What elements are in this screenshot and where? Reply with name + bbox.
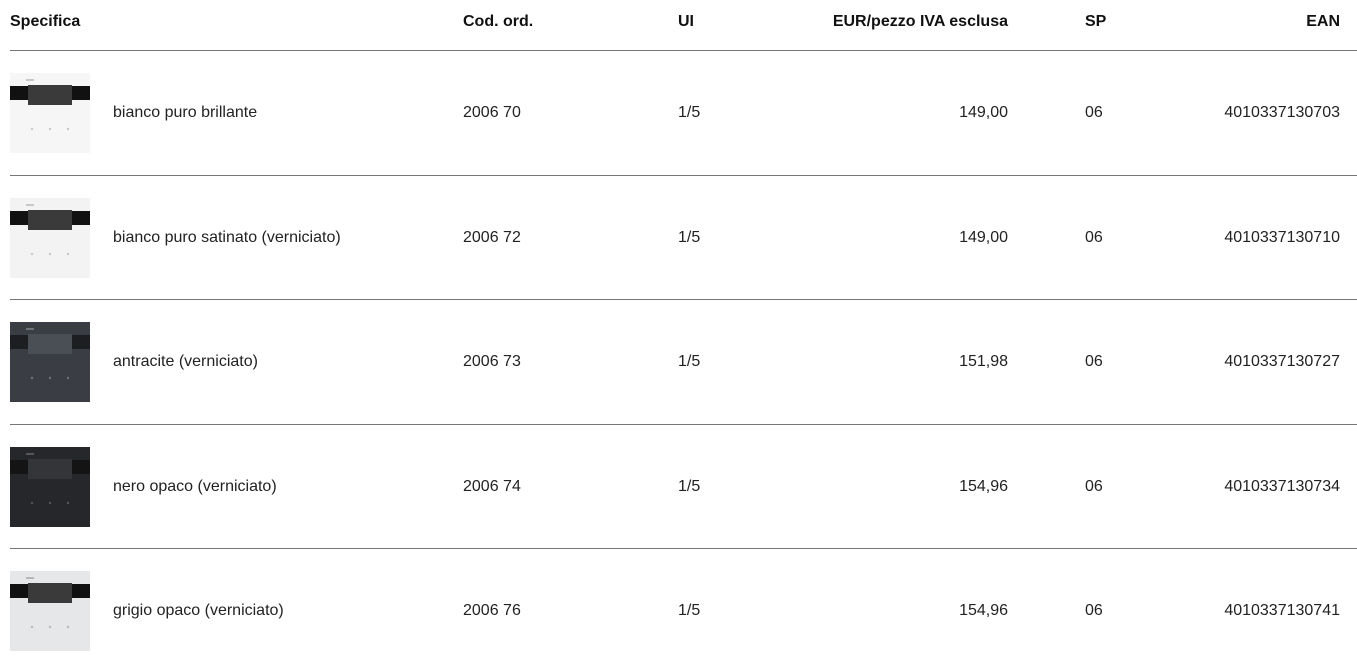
- cell-text: 4010337130727: [1224, 353, 1340, 371]
- column-header: Cod. ord.: [463, 13, 534, 30]
- cell-text: 2006 76: [463, 602, 521, 620]
- cell-text: 151,98: [959, 353, 1008, 371]
- cell-text: 2006 72: [463, 228, 521, 246]
- cell-text: 2006 73: [463, 353, 521, 371]
- cell-text: 06: [1085, 602, 1103, 620]
- cell-text: 4010337130741: [1224, 602, 1340, 620]
- cell-text: 2006 74: [463, 477, 521, 495]
- product-thumbnail: [10, 571, 90, 652]
- cell-text: 154,96: [959, 602, 1008, 620]
- product-name: antracite (verniciato): [113, 353, 258, 371]
- cell-text: 1/5: [678, 477, 701, 495]
- cell-text: 1/5: [678, 353, 701, 371]
- row-rule: [10, 548, 1357, 549]
- cell-text: 1/5: [678, 228, 701, 246]
- cell-text: 1/5: [678, 602, 701, 620]
- cell-text: 06: [1085, 477, 1103, 495]
- product-thumbnail: [10, 322, 90, 403]
- product-thumbnail: [10, 446, 90, 527]
- cell-text: 06: [1085, 228, 1103, 246]
- row-rule: [10, 175, 1357, 176]
- cell-text: 06: [1085, 104, 1103, 122]
- cell-text: 149,00: [959, 228, 1008, 246]
- product-thumbnail: [10, 197, 90, 278]
- column-header: SP: [1085, 13, 1107, 30]
- cell-text: 4010337130703: [1224, 104, 1340, 122]
- product-name: bianco puro satinato (verniciato): [113, 228, 341, 246]
- column-header: EAN: [1306, 13, 1340, 30]
- column-header: Specifica: [10, 13, 81, 30]
- column-header: EUR/pezzo IVA esclusa: [832, 13, 1008, 30]
- product-name: nero opaco (verniciato): [113, 477, 277, 495]
- cell-text: 154,96: [959, 477, 1008, 495]
- product-name: grigio opaco (verniciato): [113, 602, 284, 620]
- product-name: bianco puro brillante: [113, 104, 258, 122]
- header-rule: [10, 50, 1357, 51]
- cell-text: 1/5: [678, 104, 701, 122]
- cell-text: 06: [1085, 353, 1103, 371]
- cell-text: 4010337130734: [1224, 477, 1340, 495]
- column-header: UI: [678, 13, 694, 30]
- row-rule: [10, 424, 1357, 425]
- cell-text: 149,00: [959, 104, 1008, 122]
- product-thumbnail: [10, 73, 90, 154]
- cell-text: 2006 70: [463, 104, 521, 122]
- cell-text: 4010337130710: [1224, 228, 1340, 246]
- row-rule: [10, 299, 1357, 300]
